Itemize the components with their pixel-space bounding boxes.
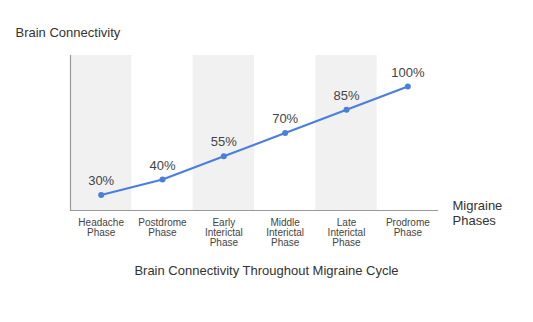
- svg-text:HeadachePhase: HeadachePhase: [78, 217, 124, 238]
- html-text:Brain Connectivity Throughout: Brain Connectivity Throughout Migraine C…: [134, 263, 399, 278]
- svg-text:85%: 85%: [333, 88, 359, 103]
- svg-text:30%: 30%: [88, 173, 114, 188]
- svg-text:ProdromePhase: ProdromePhase: [386, 217, 430, 238]
- svg-text:LateInterictalPhase: LateInterictalPhase: [328, 217, 366, 248]
- svg-text:100%: 100%: [391, 65, 425, 80]
- svg-text:PostdromePhase: PostdromePhase: [138, 217, 187, 238]
- svg-text:Brain Connectivity: Brain Connectivity: [16, 25, 121, 40]
- svg-text:EarlyInterictalPhase: EarlyInterictalPhase: [205, 217, 243, 248]
- svg-text:70%: 70%: [272, 111, 298, 126]
- svg-text:MigrainePhases: MigrainePhases: [453, 198, 503, 229]
- svg-text:40%: 40%: [149, 158, 175, 173]
- svg-text:MiddleInterictalPhase: MiddleInterictalPhase: [266, 217, 304, 248]
- svg-text:55%: 55%: [211, 134, 237, 149]
